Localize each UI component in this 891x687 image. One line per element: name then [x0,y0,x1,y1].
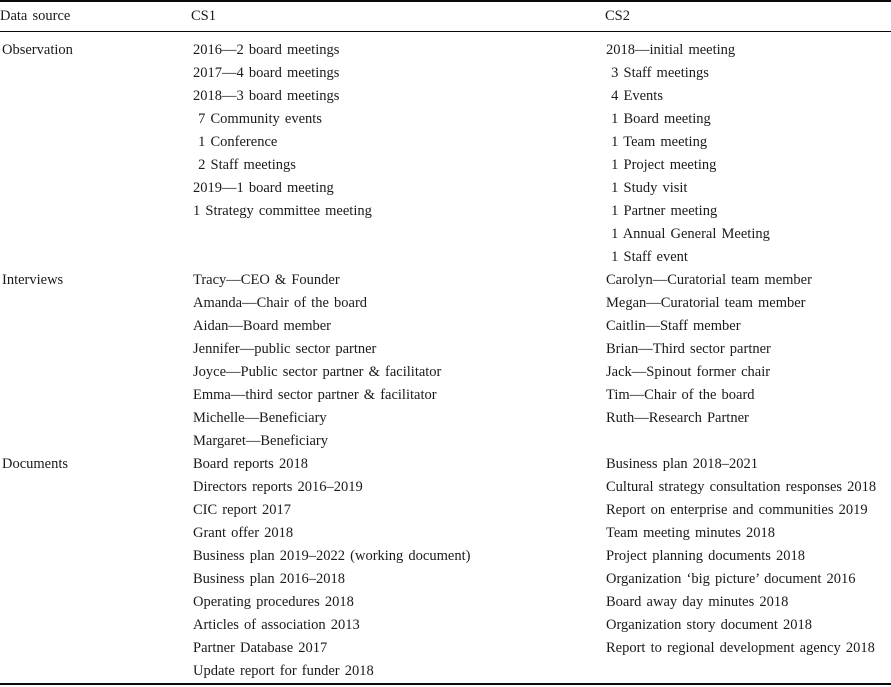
cell-line: Business plan 2019–2022 (working documen… [193,548,471,564]
cell-line: Joyce—Public sector partner & facilitato… [193,364,442,380]
cell-line: Business plan 2016–2018 [193,571,346,587]
col-header-cs2: CS2 [605,0,891,32]
cell-line: Board away day minutes 2018 [606,594,789,610]
cell-line: Organization ‘big picture’ document 2016 [606,571,856,587]
cell-line: 1 Team meeting [606,134,708,150]
cell-line: Emma—third sector partner & facilitator [193,387,437,403]
cell-line: Report on enterprise and communities 201… [606,502,868,518]
cell-line: Partner Database 2017 [193,640,328,656]
cell-line: Update report for funder 2018 [193,663,374,679]
cell-line: Project planning documents 2018 [606,548,806,564]
cell-line: 2016—2 board meetings [193,42,340,58]
cell-line: 2018—3 board meetings [193,88,340,104]
cell-line: Directors reports 2016–2019 [193,479,363,495]
cs1-cell-interviews: Tracy—CEO & Founder Amanda—Chair of the b… [191,269,605,453]
cell-line: Caitlin—Staff member [606,318,741,334]
cell-line: Team meeting minutes 2018 [606,525,775,541]
cell-line: Amanda—Chair of the board [193,295,368,311]
cell-line: Michelle—Beneficiary [193,410,327,426]
cell-line: Margaret—Beneficiary [193,433,329,449]
row-label-interviews: Interviews [2,272,64,288]
header-row: Data source CS1 CS2 [0,0,891,32]
row-label-observation: Observation [2,42,73,58]
cell-line: Megan—Curatorial team member [606,295,806,311]
cs2-cell-documents: Business plan 2018–2021 Cultural strategy… [605,453,891,684]
cell-line: Jack—Spinout former chair [606,364,771,380]
cell-line: Aidan—Board member [193,318,332,334]
cell-line: 1 Partner meeting [606,203,718,219]
cell-line: Carolyn—Curatorial team member [606,272,812,288]
cell-line: 1 Annual General Meeting [606,226,770,242]
table-row-observation: Observation 2016—2 board meetings 2017—4 … [0,32,891,270]
cell-line: 7 Community events [193,111,322,127]
cell-line: 4 Events [606,88,663,104]
cell-line: Articles of association 2013 [193,617,360,633]
table-row-interviews: Interviews Tracy—CEO & Founder Amanda—Cha… [0,269,891,453]
cell-line: Cultural strategy consultation responses… [606,479,877,495]
cell-line: 2 Staff meetings [193,157,296,173]
cell-line: Grant offer 2018 [193,525,294,541]
cell-line: CIC report 2017 [193,502,292,518]
cs1-cell-documents: Board reports 2018 Directors reports 2016… [191,453,605,684]
col-header-cs1: CS1 [191,0,605,32]
cell-line: 1 Staff event [606,249,688,265]
cell-line: Business plan 2018–2021 [606,456,759,472]
cell-line: 2017—4 board meetings [193,65,340,81]
cell-line: Operating procedures 2018 [193,594,354,610]
cell-line: Tracy—CEO & Founder [193,272,340,288]
cell-line: Jennifer—public sector partner [193,341,377,357]
cell-line: Tim—Chair of the board [606,387,755,403]
cell-line: 1 Project meeting [606,157,717,173]
cell-line: 1 Strategy committee meeting [193,203,372,219]
cell-line: 2018—initial meeting [606,42,736,58]
cell-line: Board reports 2018 [193,456,308,472]
cell-line: 2019—1 board meeting [193,180,334,196]
cell-line: Organization story document 2018 [606,617,812,633]
cell-line: 1 Conference [193,134,278,150]
col-header-data-source: Data source [0,0,191,32]
table-row-documents: Documents Board reports 2018 Directors re… [0,453,891,684]
cell-line: 3 Staff meetings [606,65,709,81]
cell-line: Report to regional development agency 20… [606,640,875,656]
cell-line: Ruth—Research Partner [606,410,749,426]
cell-line: Brian—Third sector partner [606,341,771,357]
cell-line: 1 Board meeting [606,111,711,127]
cs2-cell-interviews: Carolyn—Curatorial team member Megan—Cura… [605,269,891,453]
row-label-documents: Documents [2,456,69,472]
cs2-cell-observation: 2018—initial meeting 3 Staff meetings 4 … [605,32,891,270]
cell-line: 1 Study visit [606,180,688,196]
cs1-cell-observation: 2016—2 board meetings 2017—4 board meetin… [191,32,605,270]
